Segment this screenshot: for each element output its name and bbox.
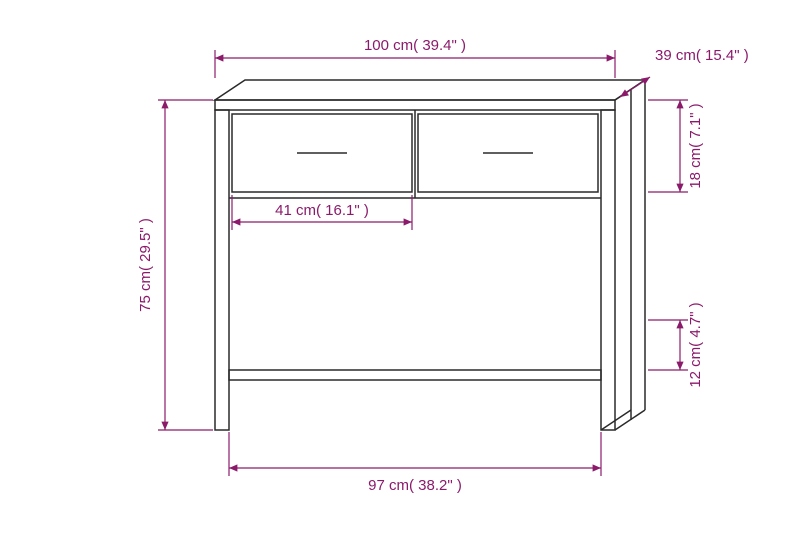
dim-drawer-height: 18 cm( 7.1" ) (648, 100, 704, 192)
dim-drawer-width-label: 41 cm( 16.1" ) (275, 202, 369, 219)
dim-depth-top: 39 cm( 15.4" ) (620, 47, 749, 97)
dim-shelf-gap: 12 cm( 4.7" ) (648, 302, 704, 387)
dimension-diagram: 100 cm( 39.4" ) 39 cm( 15.4" ) 75 cm( 29… (0, 0, 800, 533)
dim-depth-top-label: 39 cm( 15.4" ) (655, 47, 749, 64)
dim-width-top-label: 100 cm( 39.4" ) (364, 37, 466, 54)
dim-height-left-label: 75 cm( 29.5" ) (137, 218, 154, 312)
furniture-outline (215, 80, 645, 430)
dim-width-top: 100 cm( 39.4" ) (215, 37, 615, 78)
dim-drawer-width: 41 cm( 16.1" ) (232, 195, 412, 230)
dim-inner-width: 97 cm( 38.2" ) (229, 432, 601, 494)
dim-inner-width-label: 97 cm( 38.2" ) (368, 477, 462, 494)
dim-shelf-gap-label: 12 cm( 4.7" ) (687, 302, 704, 387)
dim-drawer-height-label: 18 cm( 7.1" ) (687, 103, 704, 188)
dim-height-left: 75 cm( 29.5" ) (158, 100, 213, 430)
